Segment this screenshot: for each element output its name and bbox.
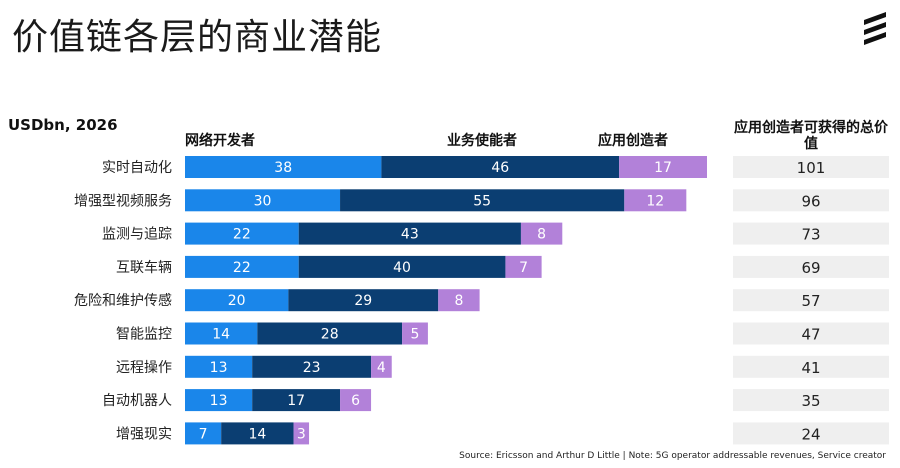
- bar-value-label: 17: [654, 160, 672, 176]
- bar-segment: [185, 289, 289, 312]
- category-label: 增强现实: [116, 426, 172, 442]
- legend-network-developer: 网络开发者: [185, 133, 255, 149]
- total-value: 24: [801, 425, 820, 443]
- bar-segment: [185, 355, 253, 378]
- bar-segment: [185, 389, 253, 412]
- total-box: [733, 255, 889, 278]
- bar-value-label: 22: [233, 260, 251, 276]
- bar-segment: [298, 255, 506, 278]
- category-label: 监测与追踪: [102, 227, 172, 243]
- total-value: 41: [801, 359, 820, 377]
- total-value: 35: [801, 392, 820, 410]
- bar-value-label: 14: [212, 327, 230, 343]
- bar-value-label: 40: [393, 260, 411, 276]
- bar-segment: [185, 255, 299, 278]
- bar-value-label: 8: [454, 293, 463, 309]
- bar-segment: [221, 422, 294, 445]
- bar-value-label: 46: [491, 160, 509, 176]
- legend-app-creator: 应用创造者: [598, 133, 668, 149]
- bar-value-label: 3: [297, 426, 306, 442]
- total-box: [733, 355, 889, 378]
- bar-segment: [520, 222, 563, 245]
- category-label: 实时自动化: [102, 160, 172, 176]
- bar-value-label: 29: [354, 293, 372, 309]
- category-label: 智能监控: [116, 327, 172, 343]
- bar-value-label: 12: [646, 193, 664, 209]
- total-box: [733, 422, 889, 445]
- total-value: 96: [801, 192, 820, 210]
- bar-segment: [185, 156, 382, 178]
- page-title: 价值链各层的商业潜能: [12, 17, 383, 58]
- bar-value-label: 30: [254, 193, 272, 209]
- bar-value-label: 13: [210, 393, 228, 409]
- category-label: 远程操作: [116, 360, 172, 376]
- category-label: 自动机器人: [102, 393, 172, 409]
- bar-value-label: 8: [537, 227, 546, 243]
- total-box: [733, 322, 889, 345]
- bar-value-label: 28: [321, 327, 339, 343]
- bar-value-label: 6: [351, 393, 360, 409]
- bar-segment: [340, 189, 625, 212]
- category-label: 增强型视频服务: [74, 193, 172, 209]
- bar-segment: [505, 255, 542, 278]
- bar-value-label: 22: [233, 227, 251, 243]
- bar-value-label: 23: [303, 360, 321, 376]
- bar-segment: [402, 322, 428, 345]
- bar-value-label: 17: [287, 393, 305, 409]
- total-box: [733, 289, 889, 312]
- bar-value-label: 7: [519, 260, 528, 276]
- bar-segment: [288, 289, 439, 312]
- bar-value-label: 13: [210, 360, 228, 376]
- bar-segment: [438, 289, 480, 312]
- source-note: Source: Ericsson and Arthur D Little | N…: [459, 451, 886, 461]
- bar-segment: [293, 422, 310, 445]
- legend-business-enabler: 业务使能者: [447, 133, 517, 149]
- bar-segment: [185, 222, 299, 245]
- bar-value-label: 20: [228, 293, 246, 309]
- bar-segment: [298, 222, 521, 245]
- unit-label: USDbn, 2026: [8, 116, 118, 134]
- bar-segment: [252, 389, 341, 412]
- bar-segment: [340, 389, 372, 412]
- bar-segment: [619, 156, 707, 178]
- category-label: 互联车辆: [116, 259, 172, 276]
- total-value: 101: [797, 159, 826, 177]
- bar-value-label: 55: [473, 193, 491, 209]
- bar-segment: [371, 355, 392, 378]
- bar-segment: [252, 355, 372, 378]
- category-label: 危险和维护传感: [74, 292, 172, 309]
- bar-segment: [257, 322, 403, 345]
- total-value: 47: [801, 326, 820, 344]
- bar-value-label: 5: [411, 327, 420, 343]
- bar-value-label: 14: [248, 426, 266, 442]
- totals-header: 应用创造者可获得的总价值: [734, 120, 888, 152]
- total-value: 73: [801, 226, 820, 244]
- total-box: [733, 222, 889, 245]
- total-box: [733, 156, 889, 178]
- bar-value-label: 38: [274, 160, 292, 176]
- bar-value-label: 7: [199, 426, 208, 442]
- bar-value-label: 4: [377, 360, 386, 376]
- bar-segment: [185, 422, 222, 445]
- total-value: 57: [801, 292, 820, 310]
- bar-segment: [381, 156, 620, 178]
- bar-segment: [185, 189, 341, 212]
- total-box: [733, 189, 889, 212]
- total-box: [733, 389, 889, 412]
- ericsson-logo: [864, 12, 886, 45]
- bar-value-label: 43: [401, 227, 419, 243]
- total-value: 69: [801, 259, 820, 277]
- bar-segment: [185, 322, 258, 345]
- bar-segment: [624, 189, 687, 212]
